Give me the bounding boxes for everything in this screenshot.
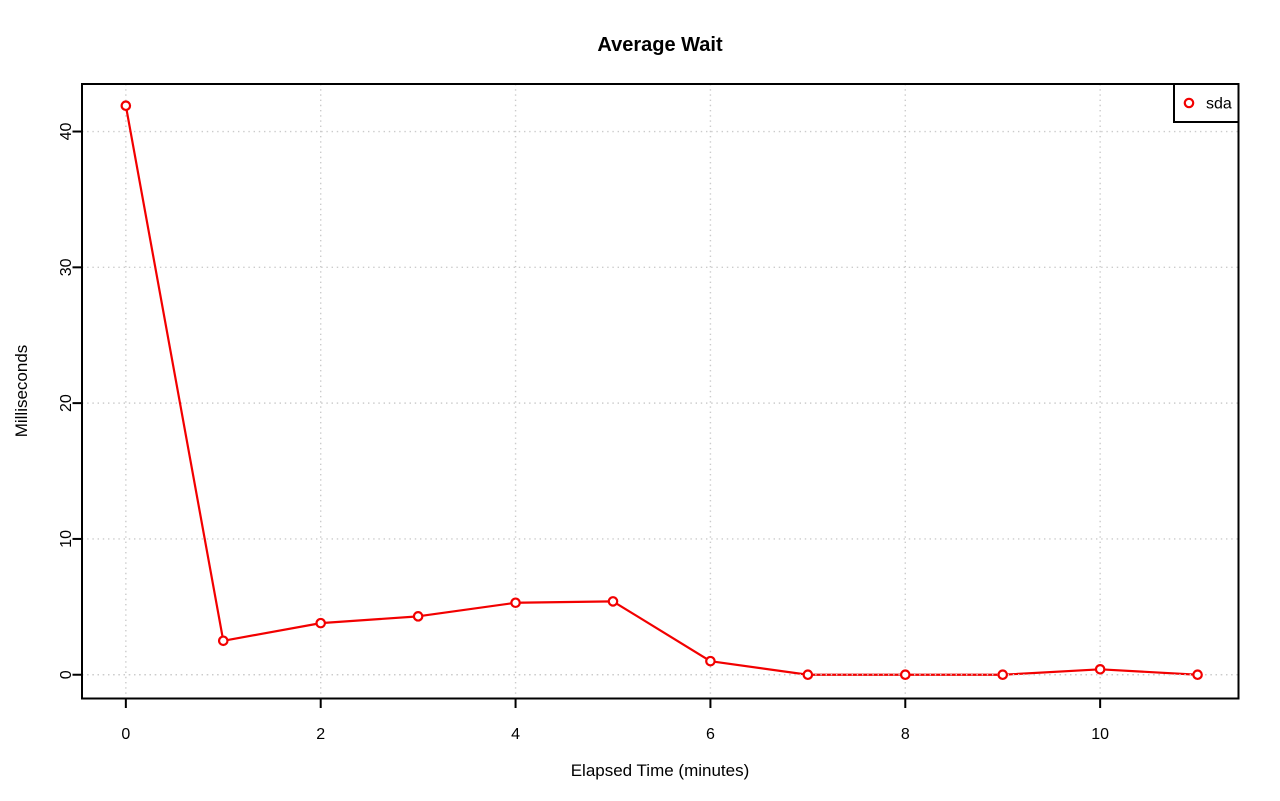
data-point-marker <box>705 655 716 667</box>
y-tick-label: 20 <box>58 394 75 412</box>
data-point-marker <box>997 669 1009 681</box>
x-axis-label: Elapsed Time (minutes) <box>571 761 750 780</box>
x-tick-label: 8 <box>901 726 910 743</box>
data-point-marker <box>412 611 424 622</box>
x-tick-label: 6 <box>706 726 715 743</box>
data-point-marker <box>802 669 814 681</box>
x-tick-label: 10 <box>1091 726 1109 743</box>
y-tick-label: 30 <box>58 258 75 276</box>
legend: sda <box>1173 83 1240 123</box>
series-line-sda <box>124 105 1198 676</box>
legend-marker-icon <box>1183 97 1195 109</box>
data-point-marker <box>120 100 132 112</box>
data-point-marker <box>607 596 619 607</box>
data-point-marker <box>1094 664 1106 675</box>
x-tick-label: 2 <box>316 726 325 743</box>
chart-title: Average Wait <box>597 34 723 56</box>
x-tick-label: 4 <box>511 726 520 743</box>
data-point-marker <box>315 617 327 629</box>
data-point-marker <box>217 635 229 647</box>
plot-area: 0 2 4 6 8 10 0 10 20 30 40 <box>58 83 1240 743</box>
y-tick-label: 0 <box>58 670 75 679</box>
data-point-marker <box>899 669 911 681</box>
y-tick-label: 40 <box>58 123 75 141</box>
x-tick-label: 0 <box>121 726 130 743</box>
data-point-marker <box>510 597 521 609</box>
plot-border <box>81 83 1240 700</box>
y-axis-label: Milliseconds <box>12 345 31 438</box>
legend-label: sda <box>1206 96 1232 113</box>
data-point-marker <box>1192 669 1203 681</box>
y-tick-label: 10 <box>58 530 75 548</box>
